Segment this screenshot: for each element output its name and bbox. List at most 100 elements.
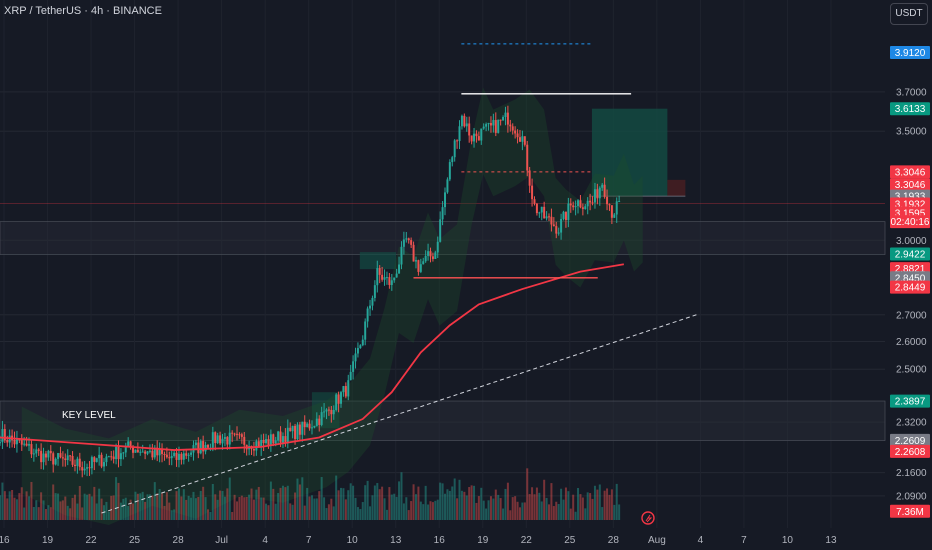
candle[interactable] [173, 452, 176, 456]
candle[interactable] [480, 128, 483, 141]
candle[interactable] [342, 386, 345, 393]
candle[interactable] [337, 394, 340, 404]
candle[interactable] [354, 353, 357, 362]
candle[interactable] [516, 133, 519, 138]
candle[interactable] [330, 409, 333, 415]
candle[interactable] [562, 211, 565, 219]
candle[interactable] [289, 427, 292, 432]
candle[interactable] [417, 260, 420, 272]
candle[interactable] [610, 205, 613, 218]
price-badge[interactable] [890, 504, 930, 518]
candle[interactable] [156, 447, 159, 456]
candle[interactable] [453, 140, 456, 158]
candle[interactable] [190, 452, 193, 455]
candle[interactable] [66, 455, 69, 461]
candle[interactable] [197, 442, 200, 454]
candle[interactable] [398, 264, 401, 274]
price-badge[interactable] [890, 433, 930, 447]
candle[interactable] [436, 241, 439, 253]
candle[interactable] [431, 256, 434, 259]
price-badge[interactable] [890, 280, 930, 294]
candle[interactable] [356, 348, 359, 354]
candle[interactable] [402, 239, 405, 247]
candle[interactable] [25, 443, 28, 446]
candle[interactable] [228, 432, 231, 445]
price-badge[interactable] [890, 247, 930, 261]
candle[interactable] [102, 462, 105, 467]
candle[interactable] [574, 206, 577, 208]
candle[interactable] [318, 418, 321, 425]
candle[interactable] [199, 441, 202, 454]
candle[interactable] [252, 448, 255, 451]
candle[interactable] [1, 429, 4, 443]
candle[interactable] [93, 457, 96, 462]
candle[interactable] [202, 441, 205, 452]
candle[interactable] [269, 434, 272, 446]
candle[interactable] [523, 136, 526, 145]
candle[interactable] [233, 433, 236, 435]
candle[interactable] [23, 443, 26, 445]
candle[interactable] [555, 226, 558, 234]
candle[interactable] [584, 206, 587, 210]
candle[interactable] [76, 458, 79, 466]
candle[interactable] [35, 449, 38, 454]
candle[interactable] [59, 453, 62, 458]
candle[interactable] [95, 458, 98, 462]
candle[interactable] [548, 216, 551, 218]
candle[interactable] [540, 206, 543, 213]
candle[interactable] [347, 380, 350, 397]
candle[interactable] [373, 285, 376, 298]
price-badge[interactable] [890, 46, 930, 60]
candle[interactable] [119, 453, 122, 460]
candle[interactable] [378, 268, 381, 275]
candle[interactable] [257, 441, 260, 448]
candle[interactable] [284, 436, 287, 443]
candle[interactable] [306, 423, 309, 428]
candle[interactable] [364, 321, 367, 340]
candle[interactable] [441, 207, 444, 220]
candle[interactable] [477, 136, 480, 141]
candle[interactable] [381, 274, 384, 280]
candle[interactable] [538, 212, 541, 214]
candle[interactable] [473, 133, 476, 142]
candle[interactable] [535, 203, 538, 214]
candle[interactable] [281, 436, 284, 443]
candle[interactable] [569, 203, 572, 206]
candle[interactable] [313, 425, 316, 428]
candle[interactable] [407, 238, 410, 241]
candles[interactable] [0, 105, 621, 478]
candle[interactable] [13, 439, 16, 445]
candle[interactable] [294, 425, 297, 440]
candle[interactable] [439, 219, 442, 242]
candle[interactable] [127, 441, 130, 447]
candle[interactable] [424, 255, 427, 262]
candle[interactable] [83, 468, 86, 471]
candle[interactable] [470, 135, 473, 142]
candle[interactable] [564, 211, 567, 221]
candle[interactable] [175, 452, 178, 460]
candle[interactable] [422, 261, 425, 265]
candle[interactable] [606, 196, 609, 205]
price-badge[interactable] [890, 178, 930, 192]
candle[interactable] [148, 450, 151, 452]
candle[interactable] [8, 435, 11, 443]
candle[interactable] [158, 449, 161, 456]
candle[interactable] [129, 441, 132, 447]
candle[interactable] [260, 439, 263, 448]
candle[interactable] [468, 123, 471, 136]
candle[interactable] [489, 123, 492, 126]
candle[interactable] [618, 201, 621, 203]
candle[interactable] [533, 199, 536, 204]
candle[interactable] [412, 244, 415, 262]
candle[interactable] [274, 440, 277, 444]
candle[interactable] [180, 453, 183, 460]
price-badge[interactable] [890, 394, 930, 408]
candle[interactable] [349, 371, 352, 381]
candle[interactable] [296, 424, 299, 440]
candle[interactable] [100, 454, 103, 467]
candle[interactable] [369, 305, 372, 309]
candle[interactable] [223, 437, 226, 439]
candle[interactable] [550, 216, 553, 225]
candle[interactable] [265, 439, 268, 444]
currency-button[interactable]: USDT [890, 3, 928, 25]
